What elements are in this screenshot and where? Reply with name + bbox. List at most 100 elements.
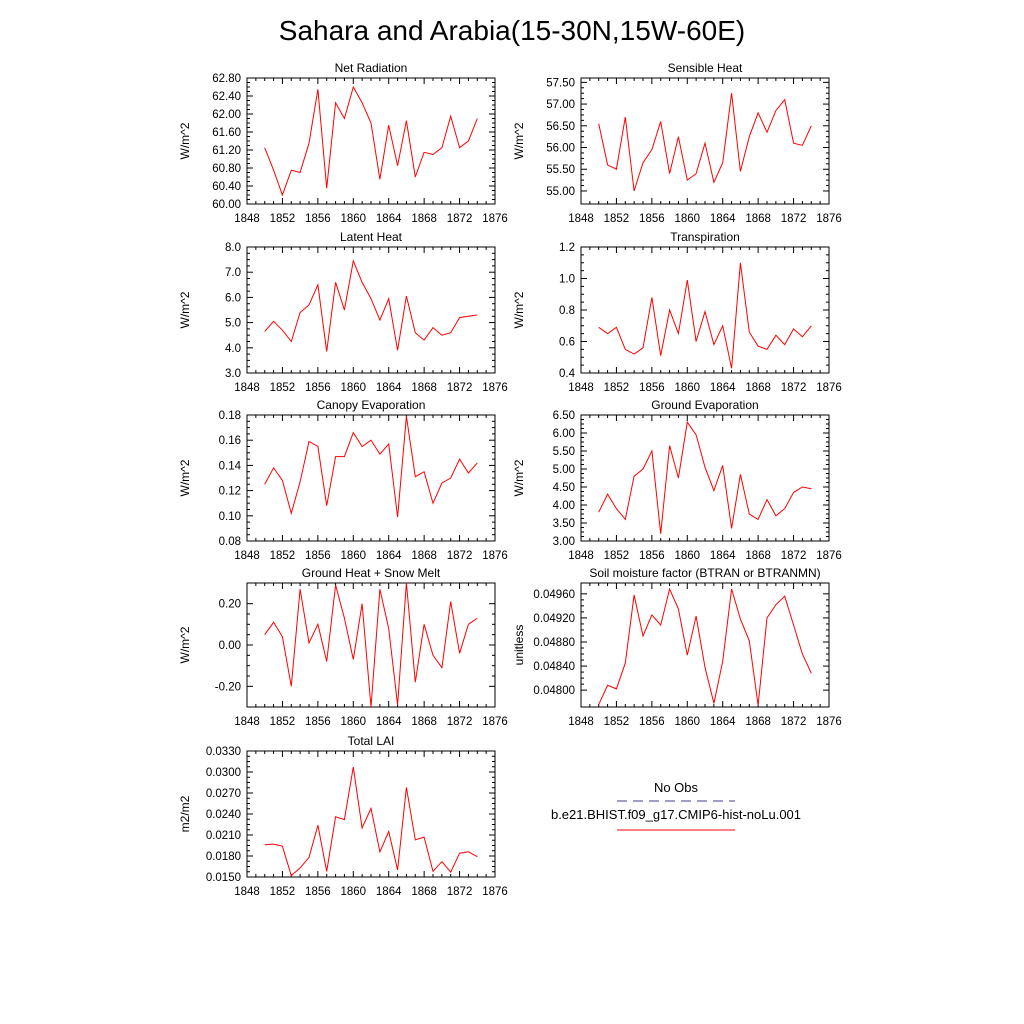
x-tick-label: 1860	[674, 716, 700, 728]
x-tick-label: 1876	[816, 716, 842, 728]
x-tick-label: 1856	[305, 716, 331, 728]
x-tick-label: 1856	[639, 550, 665, 562]
series-line	[264, 416, 478, 518]
x-tick-label: 1856	[305, 213, 331, 225]
series-line	[264, 85, 478, 197]
legend: No Obs b.e21.BHIST.f09_g17.CMIP6-hist-no…	[551, 780, 801, 831]
chart-title: Sahara and Arabia(15-30N,15W-60E)	[279, 15, 745, 46]
y-tick-label: 62.00	[212, 109, 241, 121]
y-tick-label: 6.0	[225, 292, 241, 304]
y-tick-label: 0.6	[559, 337, 575, 349]
y-tick-label: 56.50	[546, 121, 575, 133]
y-tick-label: 60.00	[212, 199, 241, 211]
x-tick-label: 1872	[447, 550, 473, 562]
x-tick-label: 1876	[482, 213, 508, 225]
y-tick-label: 55.00	[546, 186, 575, 198]
y-tick-label: 61.60	[212, 127, 241, 139]
x-tick-label: 1852	[604, 550, 630, 562]
panel-9: Total LAI m2/m2 1848 1852 1856 1860 1864 1868 18…	[178, 734, 508, 898]
y-tick-label: 3.00	[553, 536, 575, 548]
x-tick-label: 1868	[745, 550, 771, 562]
x-tick-label: 1856	[305, 886, 331, 898]
y-tick-label: 62.80	[212, 73, 241, 85]
series-line	[264, 582, 478, 708]
y-tick-label: 0.10	[219, 511, 241, 523]
y-tick-label: 3.50	[553, 518, 575, 530]
y-axis-label: W/m^2	[178, 122, 192, 159]
x-tick-label: 1848	[234, 382, 260, 394]
y-tick-label: 0.0330	[206, 746, 241, 758]
x-tick-label: 1872	[781, 550, 807, 562]
y-tick-label: 0.20	[219, 599, 241, 611]
x-tick-label: 1876	[816, 213, 842, 225]
y-tick-label: 0.0210	[206, 830, 241, 842]
y-tick-label: -0.20	[215, 681, 241, 693]
y-tick-label: 0.0150	[206, 872, 241, 884]
y-tick-label: 55.50	[546, 164, 575, 176]
y-tick-label: 4.0	[225, 343, 241, 355]
y-tick-label: 3.0	[225, 368, 241, 380]
series-line	[598, 93, 812, 192]
x-tick-label: 1852	[604, 382, 630, 394]
x-tick-label: 1860	[674, 213, 700, 225]
panel-2: Sensible Heat W/m^2 1848 1852 1856 1860 1864 18…	[512, 61, 842, 225]
panel-7: Ground Heat + Snow Melt W/m^2 1848 1852 1856…	[178, 566, 508, 728]
x-tick-label: 1872	[447, 716, 473, 728]
x-tick-label: 1876	[816, 550, 842, 562]
x-tick-label: 1868	[411, 716, 437, 728]
y-axis-label: W/m^2	[512, 291, 526, 328]
x-tick-label: 1868	[411, 886, 437, 898]
y-tick-label: 0.0300	[206, 767, 241, 779]
y-axis-label: W/m^2	[178, 291, 192, 328]
series-line	[264, 767, 478, 877]
x-tick-label: 1860	[340, 213, 366, 225]
x-tick-label: 1864	[376, 213, 402, 225]
x-tick-label: 1852	[270, 382, 296, 394]
x-tick-label: 1856	[305, 550, 331, 562]
y-tick-label: 0.0270	[206, 788, 241, 800]
y-tick-label: 62.40	[212, 91, 241, 103]
panel-title: Ground Evaporation	[651, 398, 758, 412]
x-tick-label: 1876	[482, 716, 508, 728]
y-tick-label: 6.50	[553, 410, 575, 422]
x-tick-label: 1848	[568, 213, 594, 225]
x-tick-label: 1852	[270, 886, 296, 898]
series-line	[598, 420, 812, 534]
panel-title: Net Radiation	[335, 61, 408, 75]
y-tick-label: 5.50	[553, 446, 575, 458]
x-tick-label: 1864	[376, 716, 402, 728]
x-tick-label: 1864	[710, 716, 736, 728]
y-tick-label: 0.04840	[533, 661, 575, 673]
x-tick-label: 1872	[447, 382, 473, 394]
x-tick-label: 1848	[234, 716, 260, 728]
panel-title: Transpiration	[670, 230, 740, 244]
y-tick-label: 56.00	[546, 143, 575, 155]
x-tick-label: 1860	[674, 382, 700, 394]
x-tick-label: 1848	[234, 886, 260, 898]
x-tick-label: 1868	[411, 382, 437, 394]
y-tick-label: 0.4	[559, 368, 576, 380]
x-tick-label: 1848	[234, 213, 260, 225]
x-tick-label: 1868	[411, 550, 437, 562]
y-tick-label: 6.00	[553, 428, 575, 440]
plot-frame	[246, 246, 496, 374]
y-axis-label: unitless	[512, 625, 526, 666]
y-tick-label: 8.0	[225, 242, 241, 254]
plot-frame	[580, 414, 830, 542]
x-tick-label: 1860	[340, 550, 366, 562]
plot-frame	[580, 77, 830, 205]
y-tick-label: 1.2	[559, 242, 575, 254]
x-tick-label: 1872	[447, 886, 473, 898]
x-tick-label: 1872	[447, 213, 473, 225]
y-tick-label: 0.12	[219, 486, 241, 498]
x-tick-label: 1868	[745, 213, 771, 225]
y-tick-label: 0.04920	[533, 613, 575, 625]
x-tick-label: 1848	[568, 382, 594, 394]
series-line	[264, 259, 478, 352]
x-tick-label: 1856	[305, 382, 331, 394]
y-tick-label: 0.16	[219, 435, 241, 447]
x-tick-label: 1860	[340, 716, 366, 728]
panel-title: Soil moisture factor (BTRAN or BTRANMN)	[589, 566, 820, 580]
y-tick-label: 0.04880	[533, 637, 575, 649]
series-line	[598, 262, 812, 369]
